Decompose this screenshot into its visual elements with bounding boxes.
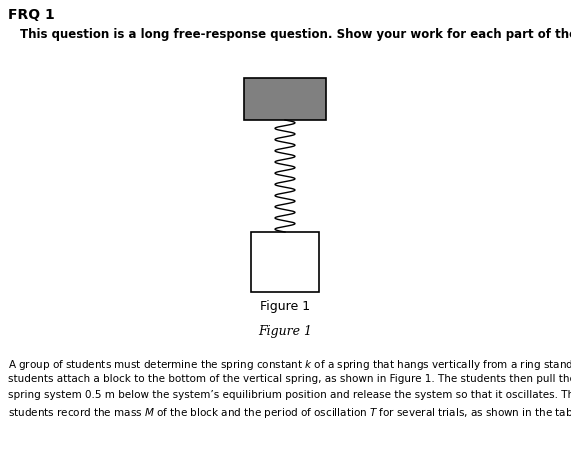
Text: students record the mass $M$ of the block and the period of oscillation $T$ for : students record the mass $M$ of the bloc… [8, 406, 571, 420]
Text: Figure 1: Figure 1 [258, 325, 312, 338]
Text: Figure 1: Figure 1 [260, 300, 310, 313]
Text: spring system 0.5 m below the system’s equilibrium position and release the syst: spring system 0.5 m below the system’s e… [8, 390, 571, 400]
Bar [251, 232, 319, 292]
Text: FRQ 1: FRQ 1 [8, 8, 55, 22]
Text: This question is a long free-response question. Show your work for each part of : This question is a long free-response qu… [20, 28, 571, 41]
Bar [244, 78, 326, 120]
Text: A group of students must determine the spring constant $k$ of a spring that hang: A group of students must determine the s… [8, 358, 571, 372]
Text: students attach a block to the bottom of the vertical spring, as shown in Figure: students attach a block to the bottom of… [8, 374, 571, 384]
